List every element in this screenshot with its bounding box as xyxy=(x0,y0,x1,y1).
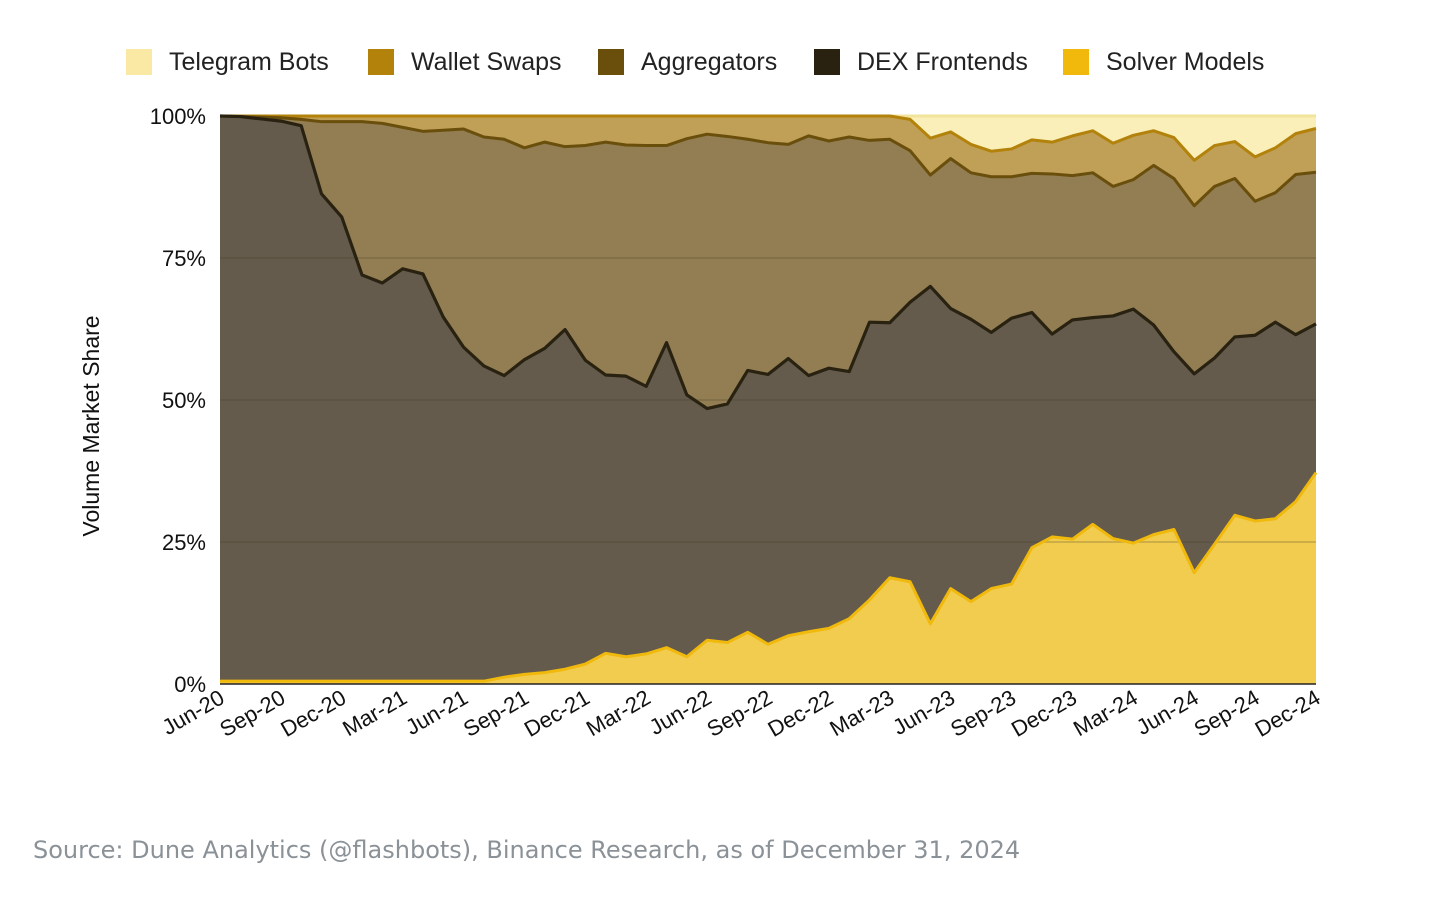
x-tick-label: Mar-21 xyxy=(338,685,411,741)
y-tick-label: 75% xyxy=(162,246,206,271)
x-tick-label: Mar-24 xyxy=(1069,685,1142,741)
y-tick-label: 100% xyxy=(150,104,206,129)
legend-swatch xyxy=(1063,49,1089,75)
x-tick-label: Dec-20 xyxy=(276,685,350,742)
x-tick-label: Dec-23 xyxy=(1007,685,1081,742)
line-aggregators xyxy=(219,114,1317,208)
x-tick-label: Sep-23 xyxy=(946,685,1020,742)
legend-item-solver-models: Solver Models xyxy=(1063,48,1264,76)
legend-label: Telegram Bots xyxy=(169,48,329,76)
legend-item-wallet-swaps: Wallet Swaps xyxy=(368,48,562,76)
y-axis-title: Volume Market Share xyxy=(78,315,104,536)
x-tick-label: Jun-21 xyxy=(401,685,472,740)
x-axis-ticks: Jun-20Sep-20Dec-20Mar-21Jun-21Sep-21Dec-… xyxy=(158,685,1325,742)
legend-label: Solver Models xyxy=(1106,48,1264,76)
legend-swatch xyxy=(598,49,624,75)
chart-legend: Telegram Bots Wallet Swaps Aggregators DEX … xyxy=(126,48,1264,76)
legend-label: Wallet Swaps xyxy=(411,48,562,76)
x-tick-label: Jun-22 xyxy=(645,685,716,740)
x-tick-label: Mar-23 xyxy=(825,685,898,741)
stacked-area-chart: Telegram Bots Wallet Swaps Aggregators DEX … xyxy=(78,48,1325,742)
legend-item-aggregators: Aggregators xyxy=(598,48,777,76)
y-tick-label: 0% xyxy=(174,672,206,697)
area-solver-models xyxy=(220,472,1316,684)
x-tick-label: Dec-21 xyxy=(520,685,594,742)
x-tick-label: Mar-22 xyxy=(582,685,655,741)
legend-item-telegram-bots: Telegram Bots xyxy=(126,48,329,76)
x-tick-label: Jun-23 xyxy=(888,685,959,740)
x-tick-label: Sep-20 xyxy=(215,685,289,742)
series-lines xyxy=(219,114,1318,683)
source-note: Source: Dune Analytics (@flashbots), Bin… xyxy=(33,836,1021,864)
x-tick-label: Jun-24 xyxy=(1132,685,1203,740)
legend-item-dex-frontends: DEX Frontends xyxy=(814,48,1028,76)
legend-swatch xyxy=(814,49,840,75)
line-dex-frontends xyxy=(219,114,1317,411)
x-tick-label: Sep-22 xyxy=(703,685,777,742)
y-axis-ticks: 0% 25% 50% 75% 100% xyxy=(150,104,206,697)
line-solver-models xyxy=(220,471,1318,683)
plot-area xyxy=(219,114,1318,685)
x-tick-label: Sep-24 xyxy=(1190,685,1264,742)
y-tick-label: 50% xyxy=(162,388,206,413)
x-tick-label: Dec-22 xyxy=(763,685,837,742)
legend-label: Aggregators xyxy=(641,48,777,76)
x-tick-label: Dec-24 xyxy=(1251,685,1325,742)
legend-swatch xyxy=(126,49,152,75)
y-tick-label: 25% xyxy=(162,530,206,555)
line-wallet-swaps xyxy=(220,114,1317,162)
legend-swatch xyxy=(368,49,394,75)
legend-label: DEX Frontends xyxy=(857,48,1028,76)
x-tick-label: Sep-21 xyxy=(459,685,533,742)
